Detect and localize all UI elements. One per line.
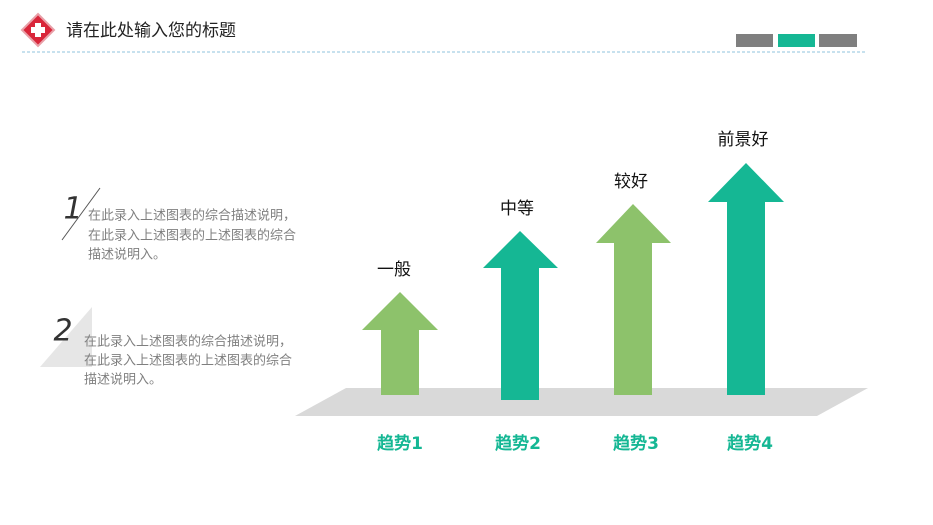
item-number: 2	[53, 314, 72, 349]
item-text: 描述说明入。	[88, 248, 166, 263]
arrow	[362, 292, 438, 395]
deco-block	[736, 34, 773, 47]
arrow-label: 较好	[614, 172, 648, 192]
arrow	[708, 163, 784, 395]
deco-block	[778, 34, 815, 47]
arrow-caption: 趋势4	[727, 433, 773, 454]
arrow-caption: 趋势2	[495, 433, 541, 454]
arrow	[596, 204, 671, 395]
arrow-label: 一般	[377, 260, 411, 280]
title: 请在此处输入您的标题	[66, 21, 236, 41]
platform	[295, 388, 868, 416]
item-text: 描述说明入。	[84, 373, 162, 388]
item-text: 在此录入上述图表的上述图表的综合	[84, 353, 292, 369]
item-text: 在此录入上述图表的综合描述说明，	[88, 208, 296, 224]
deco-block	[819, 34, 857, 47]
deco-slash	[61, 187, 101, 241]
arrow-label: 前景好	[718, 130, 769, 150]
arrow	[483, 231, 558, 400]
item-number: 1	[63, 192, 82, 227]
item-text: 在此录入上述图表的综合描述说明，	[84, 334, 292, 350]
deco-triangle	[40, 307, 92, 367]
logo	[20, 12, 56, 48]
arrow-caption: 趋势1	[377, 433, 423, 454]
arrow-label: 中等	[500, 199, 534, 219]
item-text: 在此录入上述图表的上述图表的综合	[88, 228, 296, 244]
arrow-caption: 趋势3	[613, 433, 659, 454]
